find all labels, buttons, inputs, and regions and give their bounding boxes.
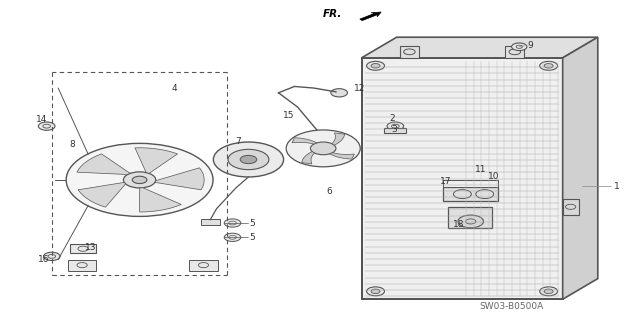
Circle shape	[371, 63, 380, 68]
Polygon shape	[362, 37, 598, 58]
Bar	[68, 260, 97, 271]
Circle shape	[371, 289, 380, 293]
Circle shape	[544, 63, 553, 68]
Bar	[362, 58, 563, 299]
Circle shape	[331, 89, 348, 97]
Circle shape	[38, 122, 55, 130]
Circle shape	[367, 287, 385, 296]
Polygon shape	[135, 148, 177, 174]
Circle shape	[387, 122, 404, 130]
Bar	[444, 181, 497, 188]
Circle shape	[44, 252, 60, 261]
Circle shape	[286, 130, 360, 167]
Circle shape	[240, 155, 257, 164]
Circle shape	[310, 142, 336, 155]
Text: 2: 2	[389, 114, 395, 123]
Text: 17: 17	[440, 177, 452, 186]
Circle shape	[66, 143, 213, 216]
Circle shape	[213, 142, 284, 177]
Text: 1: 1	[614, 182, 620, 191]
Circle shape	[511, 43, 527, 50]
Polygon shape	[77, 154, 130, 174]
Text: 7: 7	[236, 137, 241, 145]
Text: 14: 14	[36, 115, 47, 124]
Text: 6: 6	[326, 187, 332, 196]
Circle shape	[540, 287, 557, 296]
Bar	[200, 219, 220, 225]
Text: 15: 15	[283, 111, 294, 120]
Text: 5: 5	[250, 233, 255, 242]
Text: 4: 4	[172, 84, 177, 93]
Circle shape	[367, 61, 385, 70]
Polygon shape	[563, 37, 598, 299]
Polygon shape	[332, 133, 345, 145]
Circle shape	[224, 219, 241, 227]
Bar	[448, 207, 492, 228]
Text: 12: 12	[354, 84, 365, 93]
Circle shape	[540, 61, 557, 70]
Text: 18: 18	[453, 220, 465, 229]
Bar	[70, 244, 97, 253]
Circle shape	[458, 215, 483, 228]
Polygon shape	[301, 152, 314, 164]
Polygon shape	[78, 182, 125, 207]
Circle shape	[132, 176, 147, 183]
Bar	[400, 46, 419, 58]
Text: 3: 3	[392, 125, 397, 134]
Text: 10: 10	[488, 172, 499, 181]
Circle shape	[228, 149, 269, 170]
Polygon shape	[330, 153, 355, 159]
Text: 16: 16	[38, 255, 49, 264]
Polygon shape	[292, 138, 317, 144]
Text: 8: 8	[70, 140, 76, 149]
Text: 11: 11	[474, 165, 486, 174]
Polygon shape	[155, 168, 204, 190]
Text: FR.: FR.	[323, 9, 342, 19]
Bar	[384, 128, 406, 132]
Polygon shape	[140, 188, 181, 212]
Text: 5: 5	[250, 219, 255, 227]
Bar	[362, 58, 563, 299]
Bar	[505, 46, 524, 58]
Circle shape	[224, 233, 241, 241]
Bar	[444, 188, 497, 201]
Text: 13: 13	[85, 243, 97, 252]
Polygon shape	[360, 12, 381, 21]
Bar	[563, 199, 579, 215]
Bar	[189, 260, 218, 271]
Text: SW03-B0500A: SW03-B0500A	[479, 302, 544, 311]
Circle shape	[124, 172, 156, 188]
Circle shape	[544, 289, 553, 293]
Text: 9: 9	[527, 41, 533, 50]
